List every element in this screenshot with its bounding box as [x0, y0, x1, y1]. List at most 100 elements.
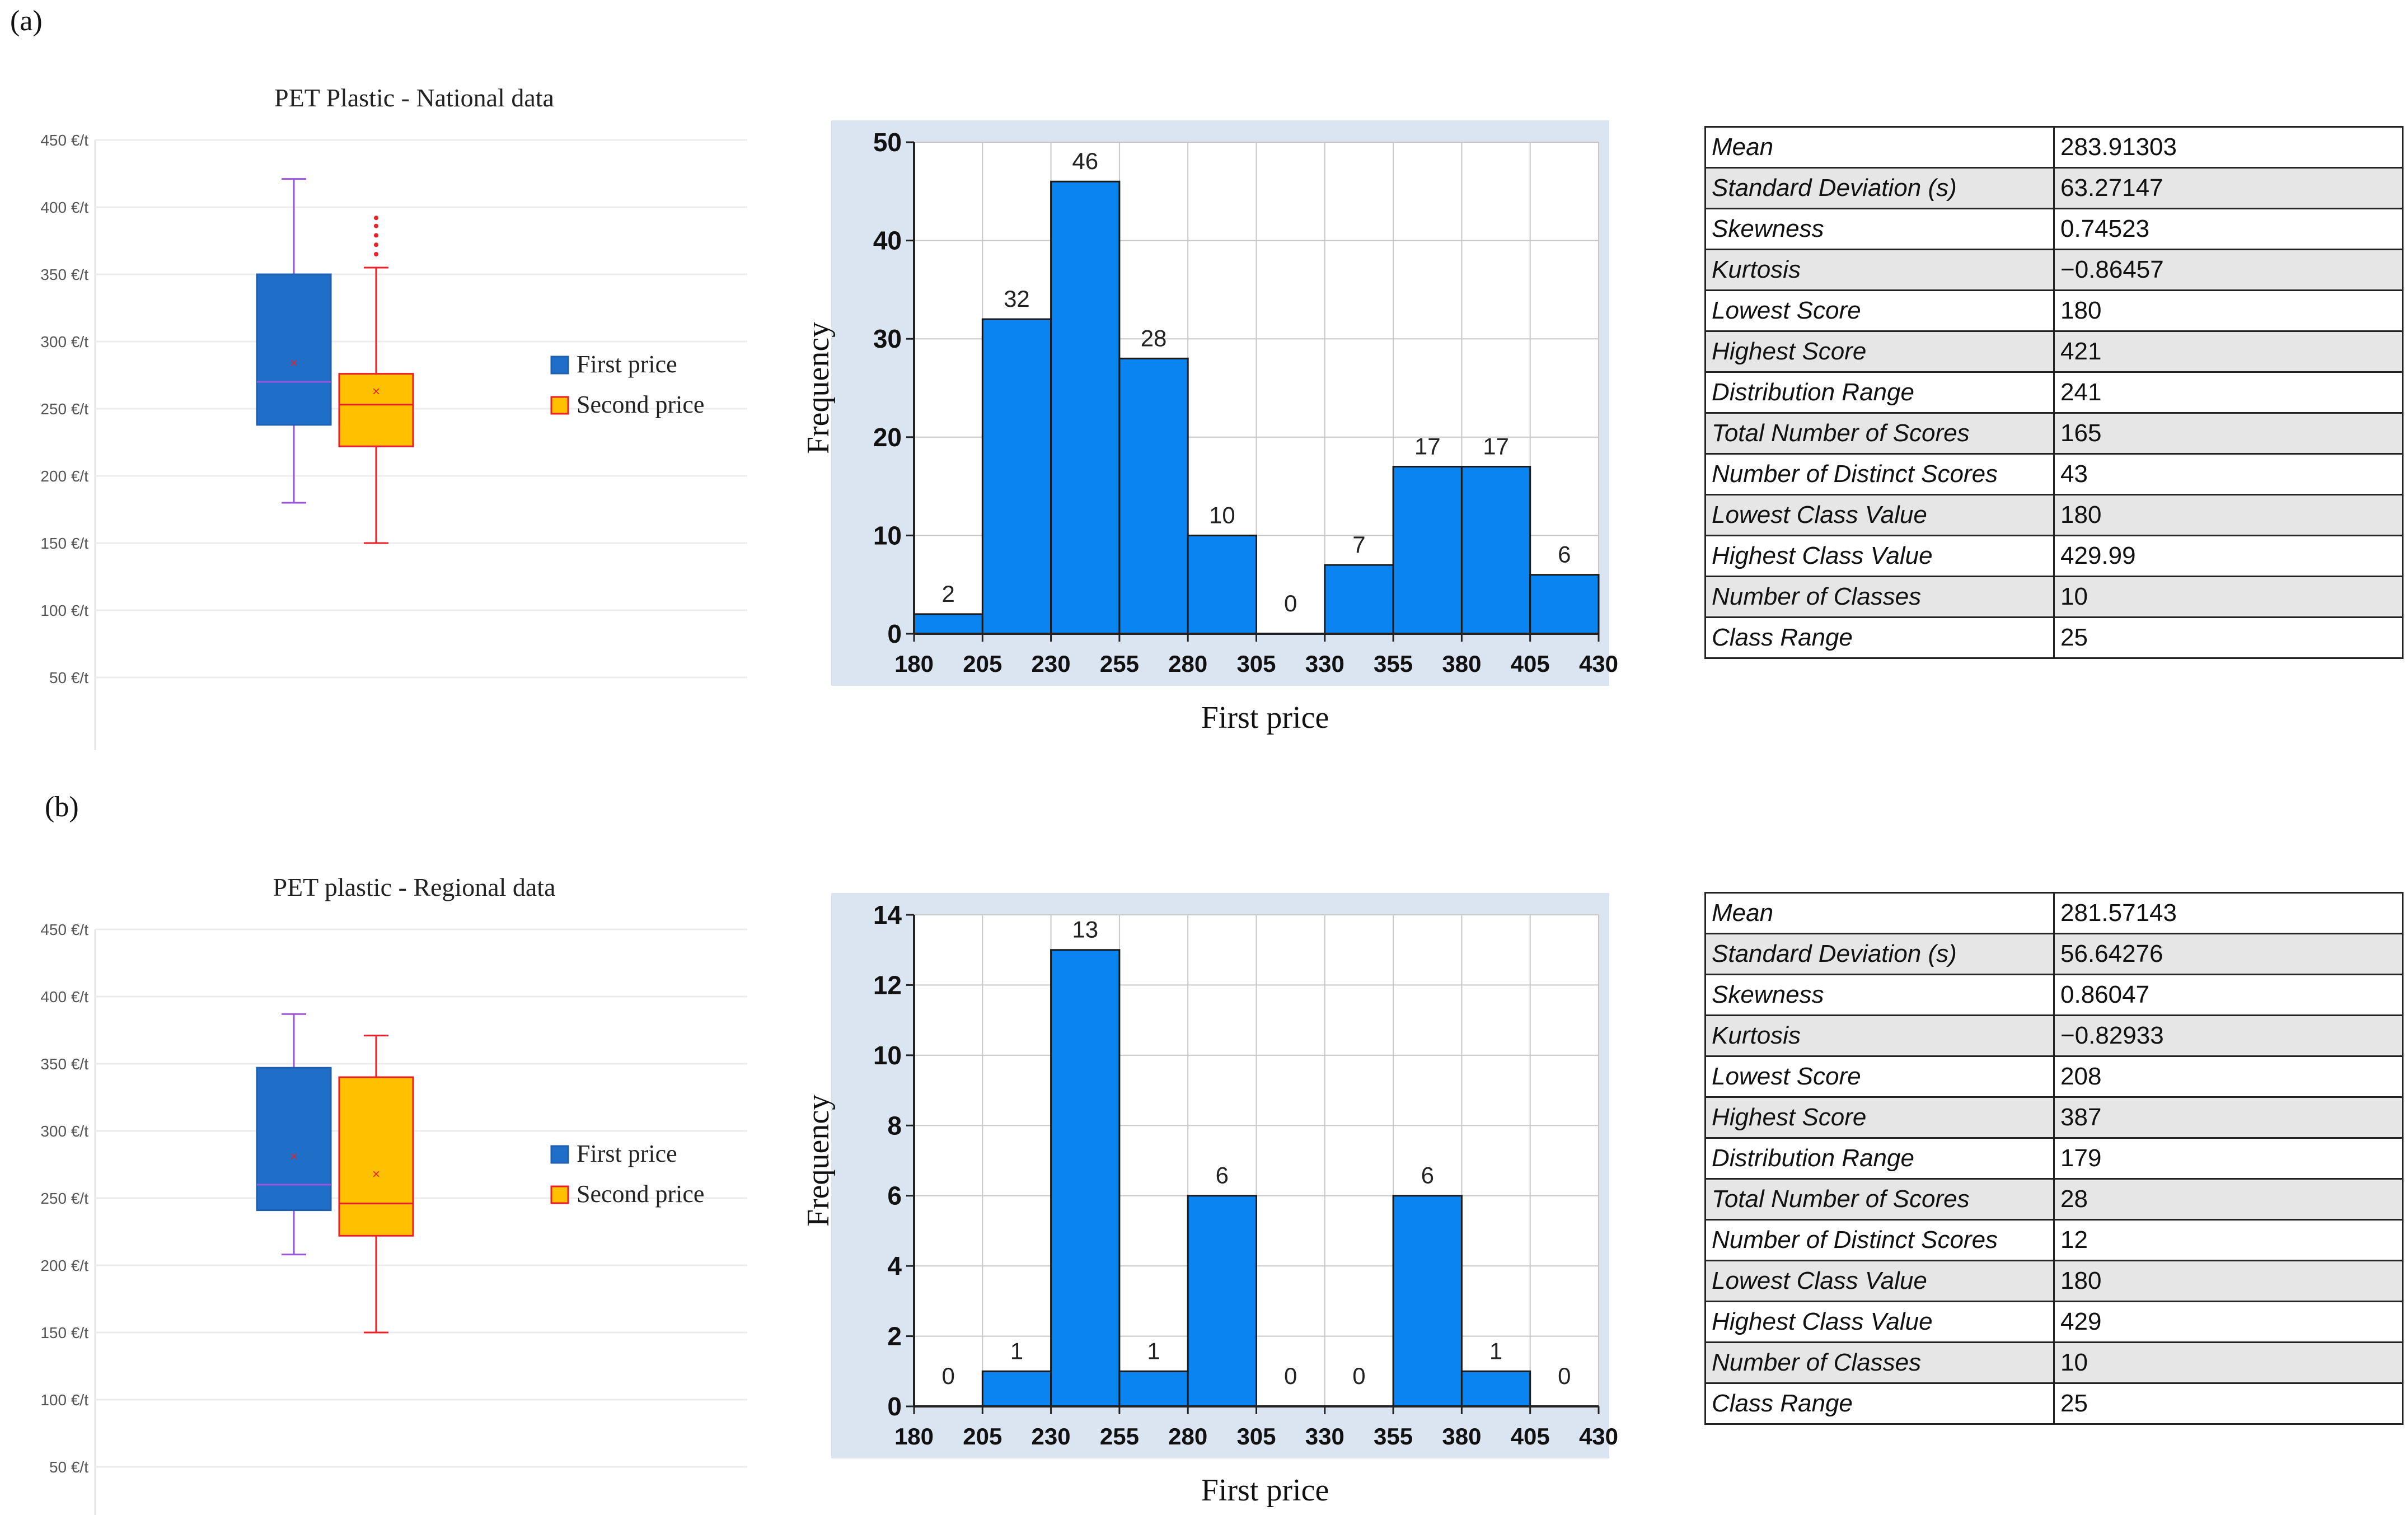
stat-name: Class Range	[1704, 616, 2055, 659]
histogram-bar	[1460, 465, 1531, 635]
histogram-bar	[1187, 1195, 1258, 1408]
histogram-bar	[1118, 1370, 1189, 1408]
x-tick-label: 405	[1511, 1423, 1550, 1449]
stat-value: 281.57143	[2053, 892, 2404, 934]
bar-data-label: 0	[1558, 1363, 1571, 1389]
y-tick-label: 12	[873, 970, 902, 999]
stat-name: Skewness	[1704, 208, 2055, 250]
y-tick-label: 100 €/t	[40, 1391, 88, 1409]
stats-row: Skewness 0.86047	[1704, 974, 2404, 1016]
y-tick-label: 40	[873, 226, 902, 255]
histogram-bar	[1529, 574, 1600, 635]
stat-name: Skewness	[1704, 974, 2055, 1016]
stat-value: 0.86047	[2053, 974, 2404, 1016]
bar-data-label: 1	[1489, 1338, 1502, 1364]
bar-data-label: 2	[941, 581, 954, 607]
stats-row: Highest Class Value 429	[1704, 1301, 2404, 1343]
mean-marker: ×	[290, 1149, 298, 1165]
x-tick-label: 330	[1305, 651, 1344, 677]
stat-value: 12	[2053, 1219, 2404, 1261]
x-tick-label: 280	[1168, 651, 1207, 677]
x-tick-label: 355	[1374, 1423, 1413, 1449]
y-tick-label: 150 €/t	[40, 1324, 88, 1341]
legend-swatch	[550, 356, 569, 375]
bar-data-label: 17	[1483, 433, 1509, 459]
bar-data-label: 6	[1216, 1162, 1229, 1189]
stats-row: Number of Classes 10	[1704, 576, 2404, 618]
stats-row: Distribution Range 241	[1704, 371, 2404, 414]
histogram-bar	[1187, 534, 1258, 635]
stat-value: 180	[2053, 494, 2404, 536]
stat-name: Lowest Score	[1704, 289, 2055, 332]
stats-row: Skewness 0.74523	[1704, 208, 2404, 250]
stats-row: Total Number of Scores 28	[1704, 1178, 2404, 1221]
x-tick-label: 230	[1032, 651, 1071, 677]
stat-value: 43	[2053, 453, 2404, 495]
stat-name: Standard Deviation (s)	[1704, 167, 2055, 209]
legend-swatch	[550, 1185, 569, 1204]
histogram-bar	[1392, 1195, 1463, 1408]
bar-data-label: 1	[1147, 1338, 1160, 1364]
bar-data-label: 7	[1352, 531, 1365, 558]
stats-row: Lowest Class Value 180	[1704, 494, 2404, 536]
histogram-national: 0 10 20 30 40 50 2 32 46 28 10 0 7 17 17 6 180 205 230 255 2…	[801, 120, 1618, 735]
box-second-price	[338, 373, 414, 447]
histogram-bar	[1118, 357, 1189, 635]
stats-row: Mean 281.57143	[1704, 892, 2404, 934]
y-tick-label: 100 €/t	[40, 602, 88, 619]
box-second-price	[338, 1076, 414, 1237]
y-tick-label: 10	[873, 1041, 902, 1070]
box-first-price	[256, 273, 332, 426]
bar-data-label: 13	[1072, 917, 1098, 943]
legend-label: First price	[577, 350, 677, 378]
histogram-bar	[1324, 564, 1394, 635]
bar-data-label: 10	[1209, 502, 1235, 528]
x-tick-label: 430	[1579, 1423, 1618, 1449]
x-axis-title: First price	[1201, 1473, 1329, 1508]
x-tick-label: 430	[1579, 651, 1618, 677]
x-tick-label: 255	[1100, 651, 1139, 677]
stat-value: 180	[2053, 1260, 2404, 1302]
stat-value: 387	[2053, 1096, 2404, 1139]
stats-row: Class Range 25	[1704, 1382, 2404, 1425]
stat-value: 0.74523	[2053, 208, 2404, 250]
stat-value: 63.27147	[2053, 167, 2404, 209]
stat-name: Number of Classes	[1704, 1341, 2055, 1384]
stats-row: Standard Deviation (s) 63.27147	[1704, 167, 2404, 209]
y-tick-label: 0	[887, 619, 902, 648]
y-tick-label: 400 €/t	[40, 199, 88, 216]
stat-name: Highest Class Value	[1704, 1301, 2055, 1343]
y-tick-label: 300 €/t	[40, 1123, 88, 1140]
x-tick-label: 255	[1100, 1423, 1139, 1449]
y-tick-label: 30	[873, 324, 902, 353]
stats-row: Lowest Score 208	[1704, 1055, 2404, 1098]
x-tick-label: 380	[1442, 1423, 1481, 1449]
x-tick-label: 355	[1374, 651, 1413, 677]
bar-data-label: 6	[1558, 541, 1571, 568]
stat-value: 10	[2053, 1341, 2404, 1384]
stat-name: Highest Class Value	[1704, 535, 2055, 577]
stat-value: 179	[2053, 1137, 2404, 1180]
stat-value: 180	[2053, 289, 2404, 332]
x-tick-label: 305	[1236, 1423, 1276, 1449]
y-tick-label: 8	[887, 1111, 902, 1140]
stat-value: 208	[2053, 1055, 2404, 1098]
legend-label: Second price	[577, 1180, 704, 1208]
stat-value: −0.82933	[2053, 1014, 2404, 1057]
stat-value: 25	[2053, 616, 2404, 659]
stat-value: 429	[2053, 1301, 2404, 1343]
stats-row: Distribution Range 179	[1704, 1137, 2404, 1180]
stats-row: Highest Score 387	[1704, 1096, 2404, 1139]
x-tick-label: 330	[1305, 1423, 1344, 1449]
stat-name: Highest Score	[1704, 330, 2055, 373]
stat-value: 10	[2053, 576, 2404, 618]
histogram-bar	[913, 613, 983, 635]
bar-data-label: 46	[1072, 148, 1098, 174]
x-tick-label: 205	[963, 1423, 1002, 1449]
histogram-bar	[981, 1370, 1052, 1408]
stat-name: Number of Distinct Scores	[1704, 1219, 2055, 1261]
stat-value: 56.64276	[2053, 933, 2404, 975]
stat-name: Number of Classes	[1704, 576, 2055, 618]
boxplot-title: PET Plastic - National data	[274, 83, 554, 112]
stats-row: Number of Distinct Scores 43	[1704, 453, 2404, 495]
